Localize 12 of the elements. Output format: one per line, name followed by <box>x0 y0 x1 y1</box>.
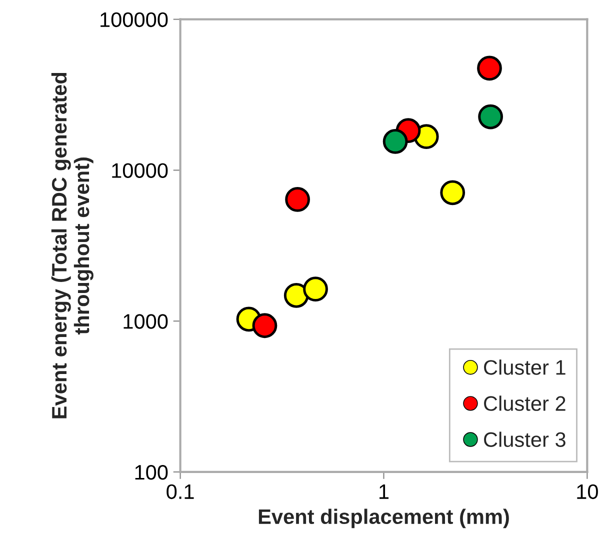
x-axis-title: Event displacement (mm) <box>258 508 509 528</box>
legend-label: Cluster 3 <box>484 432 566 448</box>
y-tick-label: 1000 <box>124 314 168 329</box>
y-tick-label: 100 <box>135 464 168 480</box>
x-tick-label: 10 <box>577 484 598 500</box>
y-tick-label: 100000 <box>100 12 168 28</box>
x-tick-label: 1 <box>380 484 389 499</box>
legend-label: Cluster 1 <box>484 360 566 375</box>
y-axis-title: Event energy (Total RDC generated throughout event) <box>51 72 94 418</box>
y-tick-label: 10000 <box>112 163 168 178</box>
x-tick-label: 0.1 <box>166 484 194 500</box>
legend-label: Cluster 2 <box>484 396 566 411</box>
